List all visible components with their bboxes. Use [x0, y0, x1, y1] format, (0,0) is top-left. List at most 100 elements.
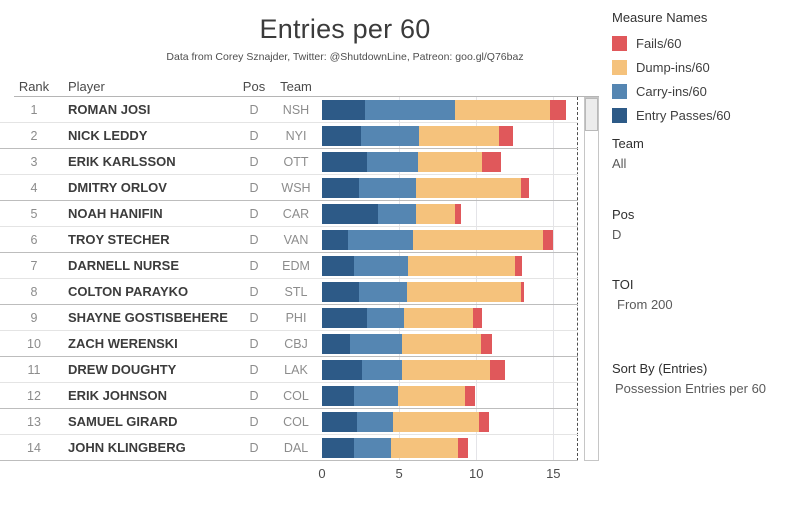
- pos-cell[interactable]: D: [249, 155, 259, 169]
- player-cell[interactable]: TROY STECHER: [68, 232, 170, 247]
- rank-cell[interactable]: 1: [30, 103, 38, 117]
- pos-cell[interactable]: D: [249, 259, 259, 273]
- filter-toi-value[interactable]: From 200: [617, 297, 673, 312]
- pos-cell[interactable]: D: [249, 415, 259, 429]
- column-header-player[interactable]: Player: [68, 79, 105, 94]
- bar-segment-fails-60[interactable]: [550, 100, 566, 120]
- bar-segment-carry-ins-60[interactable]: [359, 282, 407, 302]
- bar-segment-dump-ins-60[interactable]: [416, 204, 455, 224]
- team-cell[interactable]: DAL: [283, 441, 309, 455]
- bar-segment-entry-passes-60[interactable]: [322, 334, 350, 354]
- pos-cell[interactable]: D: [249, 285, 259, 299]
- bar-segment-entry-passes-60[interactable]: [322, 256, 355, 276]
- rank-cell[interactable]: 8: [30, 285, 38, 299]
- column-header-rank[interactable]: Rank: [18, 79, 50, 94]
- filter-pos-value[interactable]: D: [612, 227, 622, 242]
- team-cell[interactable]: NYI: [285, 129, 307, 143]
- bar-segment-entry-passes-60[interactable]: [322, 308, 367, 328]
- bar-segment-carry-ins-60[interactable]: [357, 412, 393, 432]
- player-cell[interactable]: SHAYNE GOSTISBEHERE: [68, 310, 228, 325]
- rank-cell[interactable]: 11: [27, 363, 41, 377]
- column-header-pos[interactable]: Pos: [242, 79, 266, 94]
- team-cell[interactable]: COL: [283, 415, 309, 429]
- player-cell[interactable]: ERIK KARLSSON: [68, 154, 176, 169]
- rank-cell[interactable]: 13: [27, 415, 41, 429]
- team-cell[interactable]: CBJ: [284, 337, 308, 351]
- bar-segment-dump-ins-60[interactable]: [402, 334, 481, 354]
- bar-segment-dump-ins-60[interactable]: [454, 100, 551, 120]
- bar-segment-fails-60[interactable]: [482, 152, 501, 172]
- bar-segment-entry-passes-60[interactable]: [322, 152, 367, 172]
- player-cell[interactable]: ZACH WERENSKI: [68, 336, 178, 351]
- team-cell[interactable]: PHI: [285, 311, 307, 325]
- player-cell[interactable]: SAMUEL GIRARD: [68, 414, 178, 429]
- rank-cell[interactable]: 5: [30, 207, 38, 221]
- bar-segment-fails-60[interactable]: [473, 308, 483, 328]
- bar-segment-dump-ins-60[interactable]: [402, 360, 491, 380]
- player-cell[interactable]: JOHN KLINGBERG: [68, 440, 186, 455]
- pos-cell[interactable]: D: [249, 337, 259, 351]
- bar-segment-carry-ins-60[interactable]: [348, 230, 413, 250]
- pos-cell[interactable]: D: [249, 363, 259, 377]
- pos-cell[interactable]: D: [249, 441, 259, 455]
- bar-segment-fails-60[interactable]: [520, 178, 529, 198]
- pos-cell[interactable]: D: [249, 181, 259, 195]
- bar-segment-carry-ins-60[interactable]: [354, 386, 398, 406]
- bar-segment-fails-60[interactable]: [490, 360, 506, 380]
- team-cell[interactable]: OTT: [283, 155, 309, 169]
- bar-segment-entry-passes-60[interactable]: [322, 230, 349, 250]
- pos-cell[interactable]: D: [249, 129, 259, 143]
- legend-item-entry-passes[interactable]: Entry Passes/60: [612, 103, 731, 127]
- bar-segment-dump-ins-60[interactable]: [391, 438, 458, 458]
- legend-item-dump-ins[interactable]: Dump-ins/60: [612, 55, 731, 79]
- rank-cell[interactable]: 9: [30, 311, 38, 325]
- team-cell[interactable]: STL: [284, 285, 308, 299]
- pos-cell[interactable]: D: [249, 207, 259, 221]
- team-cell[interactable]: EDM: [282, 259, 310, 273]
- pos-cell[interactable]: D: [249, 233, 259, 247]
- scrollbar-thumb[interactable]: [585, 98, 598, 131]
- player-cell[interactable]: DARNELL NURSE: [68, 258, 179, 273]
- rank-cell[interactable]: 14: [27, 441, 41, 455]
- vertical-scrollbar[interactable]: [584, 97, 599, 461]
- pos-cell[interactable]: D: [249, 389, 259, 403]
- team-cell[interactable]: WSH: [281, 181, 311, 195]
- bar-segment-carry-ins-60[interactable]: [359, 178, 417, 198]
- bar-segment-carry-ins-60[interactable]: [366, 308, 404, 328]
- team-cell[interactable]: CAR: [282, 207, 310, 221]
- team-cell[interactable]: NSH: [282, 103, 310, 117]
- bar-segment-entry-passes-60[interactable]: [322, 178, 359, 198]
- bar-segment-dump-ins-60[interactable]: [397, 386, 466, 406]
- team-cell[interactable]: VAN: [283, 233, 309, 247]
- player-cell[interactable]: ROMAN JOSI: [68, 102, 151, 117]
- bar-segment-carry-ins-60[interactable]: [366, 152, 418, 172]
- bar-segment-fails-60[interactable]: [514, 256, 523, 276]
- bar-segment-dump-ins-60[interactable]: [416, 178, 521, 198]
- rank-cell[interactable]: 7: [30, 259, 38, 273]
- bar-segment-fails-60[interactable]: [499, 126, 514, 146]
- bar-segment-carry-ins-60[interactable]: [365, 100, 455, 120]
- bar-segment-entry-passes-60[interactable]: [322, 100, 366, 120]
- bar-segment-carry-ins-60[interactable]: [377, 204, 417, 224]
- team-cell[interactable]: LAK: [284, 363, 308, 377]
- rank-cell[interactable]: 2: [30, 129, 38, 143]
- bar-segment-dump-ins-60[interactable]: [392, 412, 480, 432]
- bar-segment-carry-ins-60[interactable]: [360, 126, 420, 146]
- rank-cell[interactable]: 10: [27, 337, 41, 351]
- bar-segment-fails-60[interactable]: [479, 412, 489, 432]
- bar-segment-dump-ins-60[interactable]: [403, 308, 474, 328]
- rank-cell[interactable]: 3: [30, 155, 38, 169]
- filter-team-value[interactable]: All: [612, 156, 627, 171]
- pos-cell[interactable]: D: [249, 311, 259, 325]
- bar-segment-carry-ins-60[interactable]: [362, 360, 403, 380]
- bar-segment-fails-60[interactable]: [480, 334, 492, 354]
- bar-segment-fails-60[interactable]: [465, 386, 475, 406]
- column-header-team[interactable]: Team: [280, 79, 312, 94]
- team-cell[interactable]: COL: [283, 389, 309, 403]
- legend-item-carry-ins[interactable]: Carry-ins/60: [612, 79, 731, 103]
- bar-segment-entry-passes-60[interactable]: [322, 126, 361, 146]
- bar-segment-dump-ins-60[interactable]: [412, 230, 543, 250]
- rank-cell[interactable]: 6: [30, 233, 38, 247]
- bar-segment-entry-passes-60[interactable]: [322, 204, 378, 224]
- legend-item-fails[interactable]: Fails/60: [612, 31, 731, 55]
